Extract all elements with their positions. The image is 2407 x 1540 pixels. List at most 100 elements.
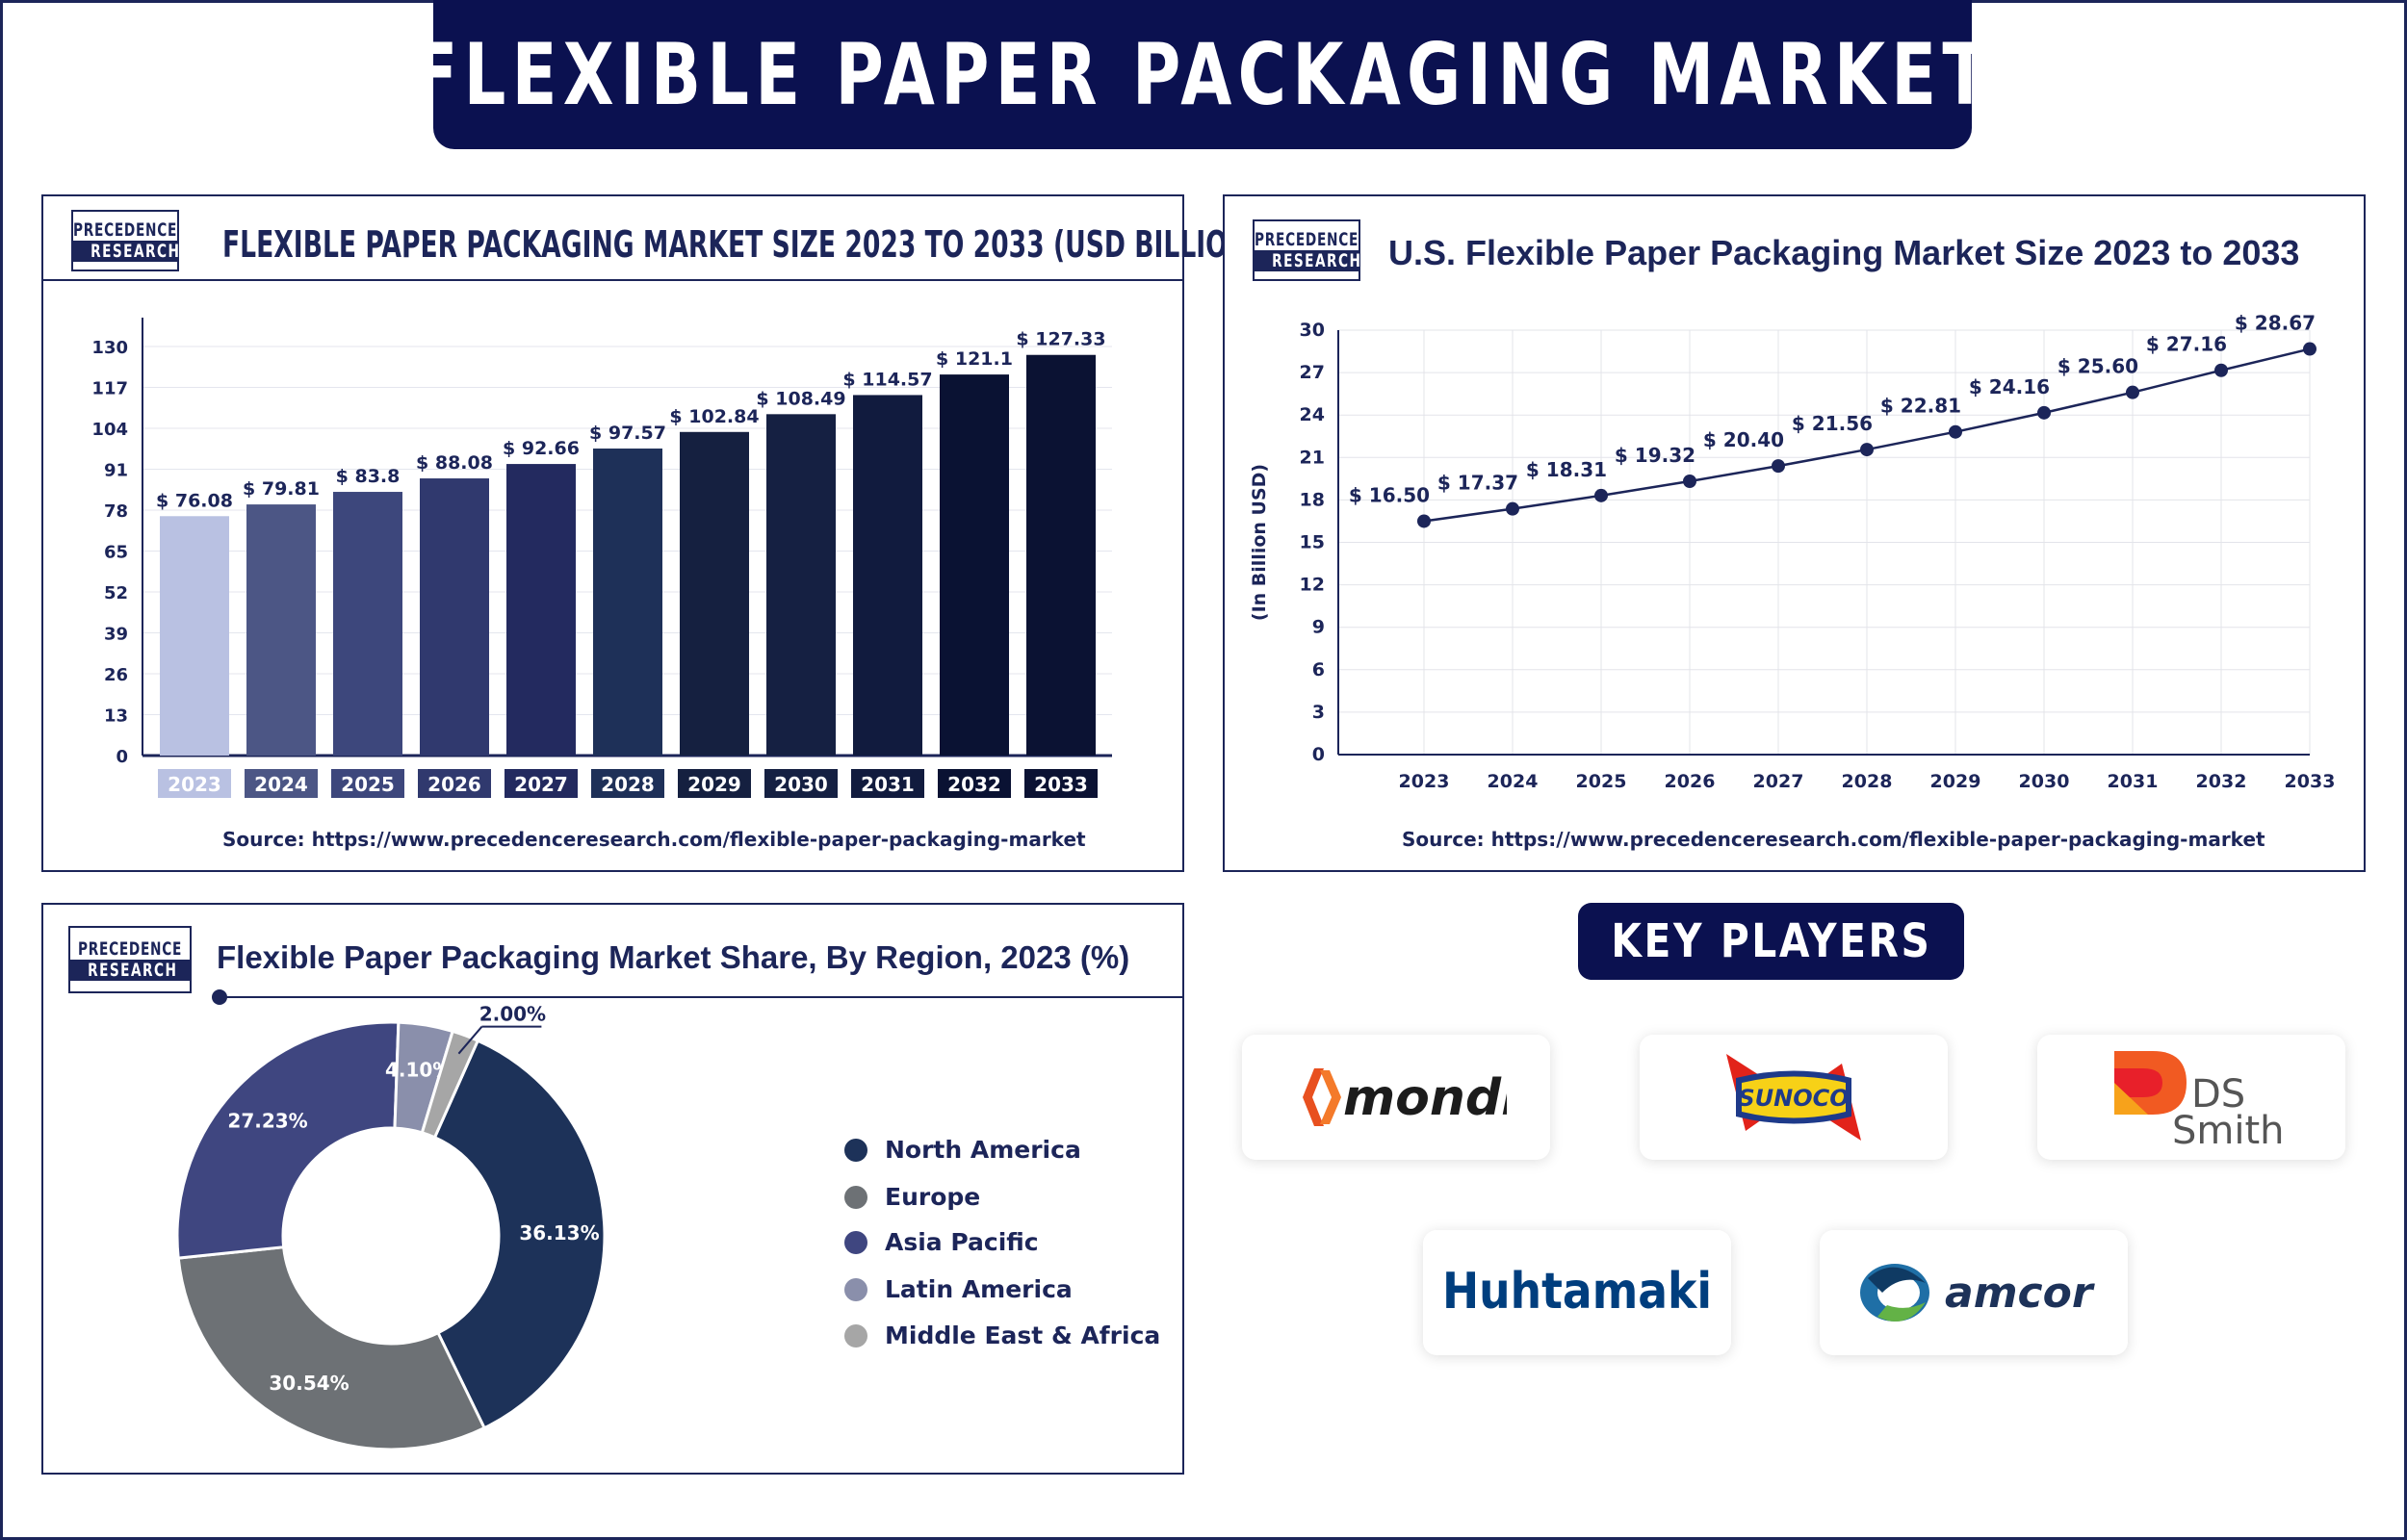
x-tick-box xyxy=(418,769,491,798)
legend-swatch xyxy=(844,1323,867,1348)
pie-slice-label: 36.13% xyxy=(519,1221,599,1245)
pie-slice-label: 2.00% xyxy=(479,1003,546,1026)
donut-chart: 36.13%30.54%27.23%4.10%2.00% xyxy=(175,1003,607,1451)
y-tick-label: 117 xyxy=(91,379,128,399)
data-point xyxy=(1417,514,1431,528)
line-chart-source: Source: https://www.precedenceresearch.c… xyxy=(1402,828,2265,851)
y-tick-label: 130 xyxy=(91,338,128,358)
x-tick-label: 2024 xyxy=(1488,771,1539,792)
data-point xyxy=(2037,405,2051,420)
bar xyxy=(420,478,489,756)
data-point xyxy=(1949,424,1962,439)
bar xyxy=(1026,354,1096,756)
bar-chart-panel: PRECEDENCE RESEARCH FLEXIBLE PAPER PACKA… xyxy=(41,194,1260,872)
x-tick-box xyxy=(1024,769,1098,798)
x-tick-label: 2027 xyxy=(1753,771,1804,792)
x-tick-label: 2028 xyxy=(601,773,655,796)
svg-text:DS: DS xyxy=(2191,1072,2245,1116)
data-point-label: $ 28.67 xyxy=(2235,312,2316,335)
bar xyxy=(160,516,229,756)
company-card-huhtamaki: Huhtamaki xyxy=(1423,1230,1731,1355)
data-point-label: $ 25.60 xyxy=(2058,355,2138,378)
bar xyxy=(333,492,402,756)
data-point xyxy=(1506,501,1519,516)
y-tick-label: 12 xyxy=(1300,575,1325,596)
legend-item: Europe xyxy=(844,1183,980,1211)
data-point-label: $ 19.32 xyxy=(1615,444,1695,467)
bar-value-label: $ 127.33 xyxy=(1016,329,1105,350)
data-point xyxy=(1860,443,1874,457)
y-tick-label: 18 xyxy=(1300,489,1325,510)
pie-slice xyxy=(432,1039,607,1430)
bar-value-label: $ 88.08 xyxy=(416,452,493,474)
main-title: FLEXIBLE PAPER PACKAGING MARKET xyxy=(412,25,1993,124)
bar-value-label: $ 79.81 xyxy=(243,478,320,500)
x-tick-label: 2031 xyxy=(861,773,915,796)
pie-slice xyxy=(175,1020,401,1260)
legend-swatch xyxy=(844,1185,867,1209)
y-tick-label: 3 xyxy=(1312,702,1325,723)
x-tick-label: 2033 xyxy=(1034,773,1088,796)
mondi-logo: mondi xyxy=(1303,1068,1507,1127)
x-tick-box xyxy=(505,769,578,798)
data-point xyxy=(1594,488,1608,502)
legend-swatch xyxy=(844,1138,867,1162)
title-divider xyxy=(43,279,1182,281)
data-point-label: $ 17.37 xyxy=(1437,472,1518,495)
x-tick-label: 2026 xyxy=(1665,771,1716,792)
y-tick-label: 9 xyxy=(1312,617,1325,638)
legend-label: Europe xyxy=(885,1183,981,1211)
svg-text:SUNOCO: SUNOCO xyxy=(1738,1085,1849,1112)
y-tick-label: 15 xyxy=(1300,532,1325,553)
bar-value-label: $ 83.8 xyxy=(336,466,401,487)
bar-value-label: $ 76.08 xyxy=(156,490,233,511)
legend-item: Middle East & Africa xyxy=(844,1322,1160,1349)
bar-value-label: $ 108.49 xyxy=(756,388,845,409)
y-tick-label: 24 xyxy=(1300,404,1325,425)
svg-text:amcor: amcor xyxy=(1945,1269,2095,1318)
line-chart-panel: PRECEDENCE RESEARCH U.S. Flexible Paper … xyxy=(1223,194,2366,872)
legend-label: Asia Pacific xyxy=(885,1228,1039,1256)
y-tick-label: 0 xyxy=(116,747,128,767)
main-title-banner: FLEXIBLE PAPER PACKAGING MARKET xyxy=(412,0,1987,149)
bar-value-label: $ 114.57 xyxy=(842,369,932,390)
legend-label: Middle East & Africa xyxy=(885,1322,1161,1349)
data-point-label: $ 22.81 xyxy=(1880,395,1961,418)
y-axis-label: (In Billion USD) xyxy=(1249,464,1270,621)
y-tick-label: 6 xyxy=(1312,659,1325,680)
pie-slice xyxy=(176,1245,487,1451)
company-card-sunoco: SUNOCO xyxy=(1640,1035,1948,1160)
x-tick-label: 2027 xyxy=(514,773,568,796)
bar-value-label: $ 92.66 xyxy=(503,438,580,459)
x-tick-label: 2025 xyxy=(341,773,395,796)
data-point-label: $ 27.16 xyxy=(2146,333,2227,356)
legend-item: Asia Pacific xyxy=(844,1228,1039,1256)
key-players-header: KEY PLAYERS xyxy=(1578,903,1964,980)
y-tick-label: 65 xyxy=(104,543,128,563)
title-divider xyxy=(217,996,1182,998)
y-tick-label: 39 xyxy=(104,625,128,645)
x-tick-label: 2032 xyxy=(2196,771,2247,792)
bar xyxy=(766,414,836,756)
bar-chart-title: FLEXIBLE PAPER PACKAGING MARKET SIZE 202… xyxy=(222,223,1261,266)
legend-item: Latin America xyxy=(844,1275,1073,1303)
x-tick-label: 2029 xyxy=(687,773,741,796)
bar-chart-source: Source: https://www.precedenceresearch.c… xyxy=(222,828,1086,851)
bar xyxy=(940,374,1009,756)
y-tick-label: 21 xyxy=(1300,447,1325,468)
data-point xyxy=(1683,474,1696,488)
data-point-label: $ 20.40 xyxy=(1703,428,1784,451)
y-tick-label: 78 xyxy=(104,501,128,522)
data-point xyxy=(2126,385,2139,399)
line-chart-title: U.S. Flexible Paper Packaging Market Siz… xyxy=(1388,233,2300,272)
x-tick-label: 2032 xyxy=(947,773,1001,796)
pie-slice xyxy=(420,1029,480,1140)
x-tick-label: 2031 xyxy=(2108,771,2159,792)
x-tick-box xyxy=(245,769,318,798)
pie-slice-label: 27.23% xyxy=(227,1110,307,1133)
pie-chart-panel: PRECEDENCE RESEARCH Flexible Paper Packa… xyxy=(41,903,1184,1475)
data-point-label: $ 24.16 xyxy=(1969,375,2050,398)
x-tick-label: 2030 xyxy=(2019,771,2070,792)
legend-swatch xyxy=(844,1230,867,1254)
bar xyxy=(246,504,316,756)
